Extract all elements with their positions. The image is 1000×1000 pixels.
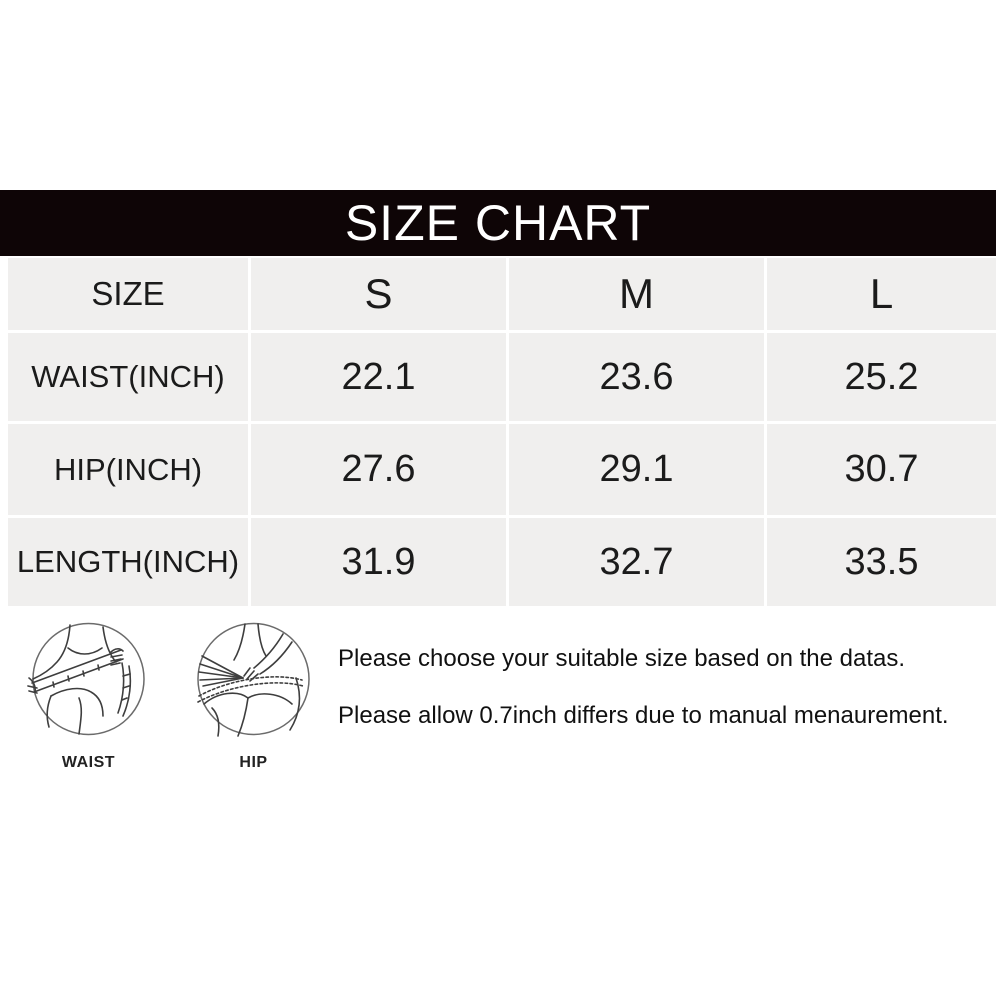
row-label-length: LENGTH(INCH) <box>8 518 248 606</box>
waist-value-m: 23.6 <box>509 333 764 421</box>
waist-measure-figure: WAIST <box>23 616 154 772</box>
waist-measure-icon <box>27 622 145 736</box>
banner-title: SIZE CHART <box>344 195 652 251</box>
hip-measure-icon <box>197 622 310 737</box>
row-label-waist: WAIST(INCH) <box>8 333 248 421</box>
table-header-l: L <box>767 258 996 330</box>
size-notes: Please choose your suitable size based o… <box>338 645 998 729</box>
waist-icon-caption: WAIST <box>61 754 116 771</box>
waist-value-s: 22.1 <box>251 333 506 421</box>
table-header-s: S <box>251 258 506 330</box>
hip-value-l: 30.7 <box>767 424 996 515</box>
table-header-size: SIZE <box>8 258 248 330</box>
waist-value-l: 25.2 <box>767 333 996 421</box>
size-table: SIZE S M L WAIST(INCH) 22.1 23.6 25.2 HI… <box>8 258 996 606</box>
row-label-hip: HIP(INCH) <box>8 424 248 515</box>
table-header-m: M <box>509 258 764 330</box>
length-value-l: 33.5 <box>767 518 996 606</box>
hip-value-s: 27.6 <box>251 424 506 515</box>
length-value-m: 32.7 <box>509 518 764 606</box>
hip-measure-figure: HIP <box>188 616 319 772</box>
note-measure-tolerance: Please allow 0.7inch differs due to manu… <box>338 701 949 729</box>
hip-icon-caption: HIP <box>239 754 268 771</box>
note-choose-size: Please choose your suitable size based o… <box>338 645 906 672</box>
hip-value-m: 29.1 <box>509 424 764 515</box>
size-chart-banner: SIZE CHART <box>0 190 996 256</box>
length-value-s: 31.9 <box>251 518 506 606</box>
